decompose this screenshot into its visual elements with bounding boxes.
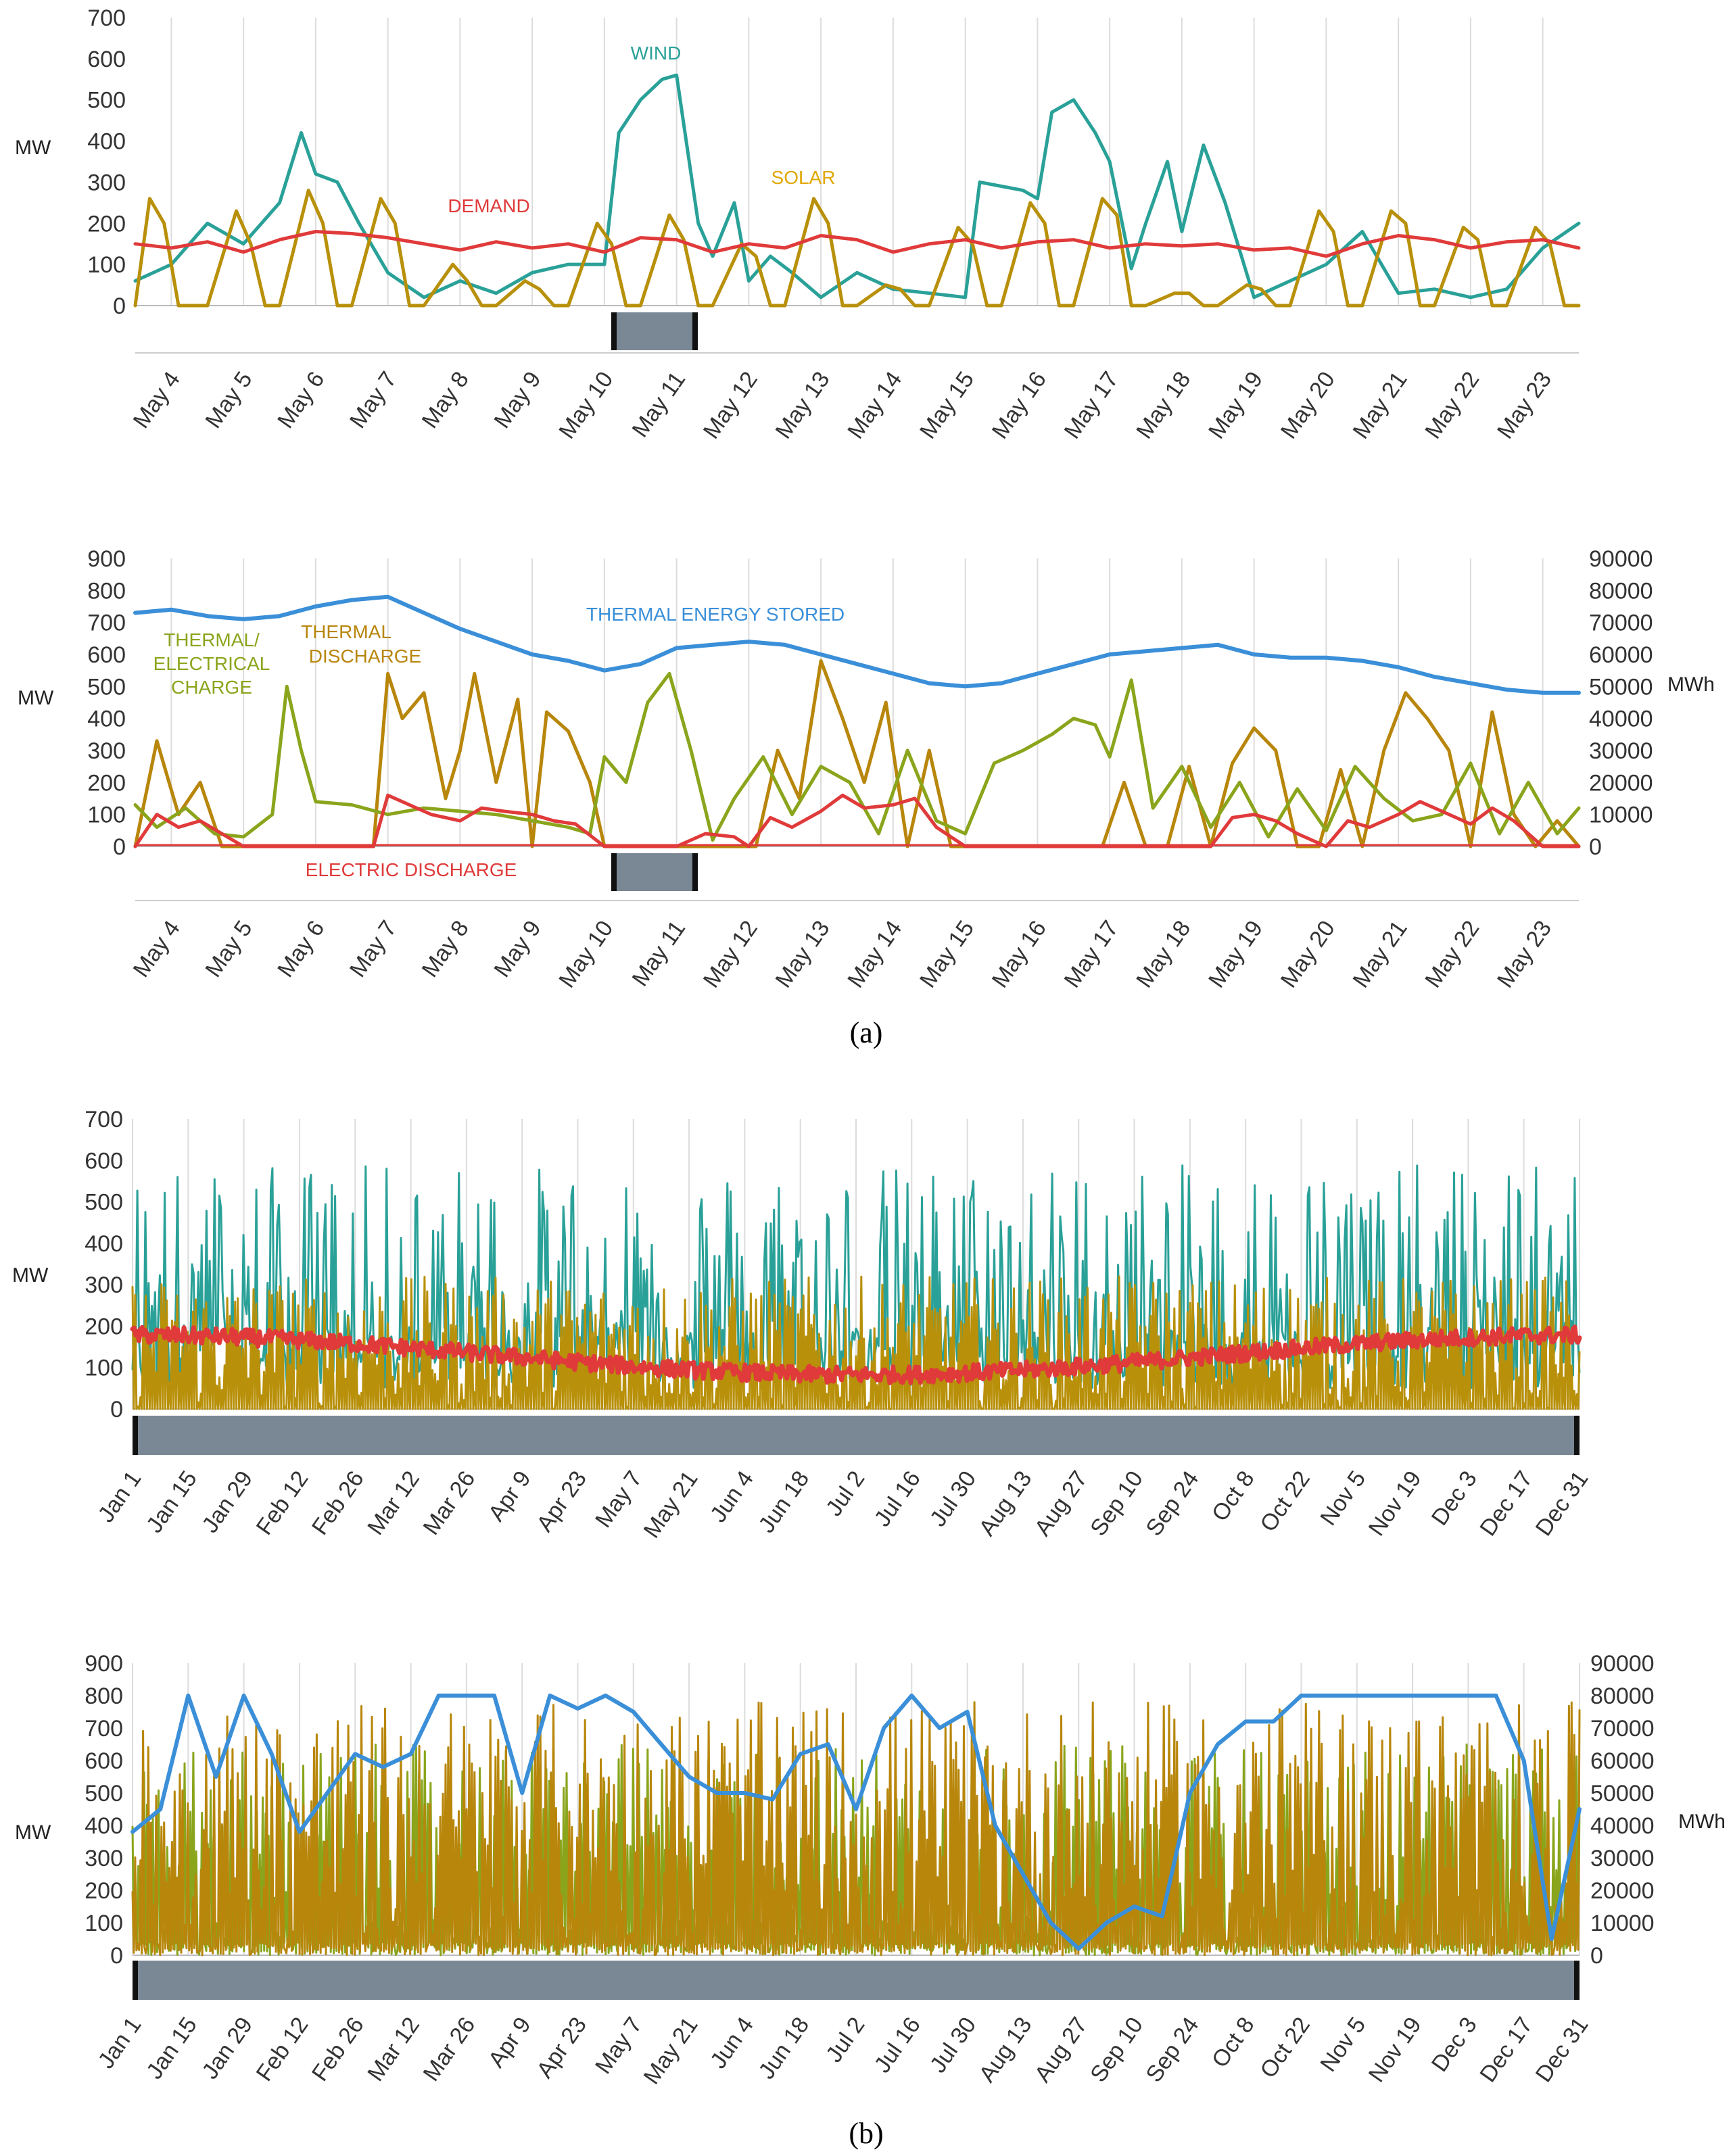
y2-tick-label: 0 bbox=[1590, 1943, 1603, 1969]
y2-tick-label: 70000 bbox=[1590, 1716, 1655, 1742]
y-tick-label: 0 bbox=[110, 1397, 123, 1422]
y-tick-label: 400 bbox=[87, 706, 126, 732]
a-bottom-y-axis-label: MW bbox=[18, 687, 54, 709]
y-tick-label: 600 bbox=[87, 47, 126, 72]
y2-tick-label: 30000 bbox=[1589, 738, 1653, 764]
a-top-range-selector[interactable] bbox=[611, 312, 698, 350]
y2-tick-label: 10000 bbox=[1590, 1911, 1655, 1936]
y-tick-label: 600 bbox=[85, 1148, 123, 1174]
y-tick-label: 400 bbox=[85, 1813, 123, 1839]
y-tick-label: 0 bbox=[113, 834, 126, 860]
y-tick-label: 600 bbox=[87, 642, 126, 668]
b-top-range-selector[interactable] bbox=[133, 1416, 1580, 1455]
y-tick-label: 500 bbox=[85, 1781, 123, 1806]
y-tick-label: 700 bbox=[85, 1716, 123, 1742]
a-bottom-annotation-discharge-line1: THERMAL bbox=[301, 621, 391, 642]
figure: 0100200300400500600700 May 4 May 5 May 6 Ma… bbox=[0, 0, 1733, 2156]
a-bottom-annotation-discharge-line2: DISCHARGE bbox=[309, 646, 421, 667]
y2-tick-label: 50000 bbox=[1589, 674, 1653, 700]
y2-tick-label: 60000 bbox=[1589, 642, 1653, 668]
range-selector-left-handle[interactable] bbox=[611, 312, 617, 350]
y-tick-label: 0 bbox=[113, 293, 126, 319]
a-top-annotation-solar: SOLAR bbox=[771, 167, 836, 188]
b-bottom-y2-axis-label: MWh bbox=[1678, 1811, 1726, 1833]
y-tick-label: 300 bbox=[85, 1272, 123, 1298]
y-tick-label: 400 bbox=[87, 129, 126, 155]
y-tick-label: 200 bbox=[87, 770, 126, 796]
b-top-y-axis-label: MW bbox=[12, 1264, 49, 1287]
y-tick-label: 300 bbox=[87, 170, 126, 195]
y-tick-label: 800 bbox=[85, 1683, 123, 1709]
y2-tick-label: 70000 bbox=[1589, 610, 1653, 636]
y-tick-label: 200 bbox=[85, 1314, 123, 1339]
y2-tick-label: 20000 bbox=[1589, 770, 1653, 796]
range-selector-window[interactable] bbox=[611, 312, 698, 350]
y-tick-label: 100 bbox=[87, 802, 126, 828]
a-bottom-annotation-charge-line1: THERMAL/ bbox=[164, 629, 260, 650]
y2-tick-label: 30000 bbox=[1590, 1846, 1655, 1871]
range-selector-right-handle[interactable] bbox=[692, 312, 698, 350]
y-tick-label: 500 bbox=[87, 674, 126, 700]
y2-tick-label: 40000 bbox=[1589, 706, 1653, 732]
b-bottom-y-axis-label: MW bbox=[15, 1821, 51, 1844]
y-tick-label: 800 bbox=[87, 578, 126, 604]
y2-tick-label: 80000 bbox=[1590, 1683, 1655, 1709]
y-tick-label: 100 bbox=[87, 252, 126, 278]
y-tick-label: 500 bbox=[87, 88, 126, 114]
y-tick-label: 900 bbox=[85, 1651, 123, 1677]
y-tick-label: 400 bbox=[85, 1231, 123, 1257]
a-bottom-annotation-charge-line2: ELECTRICAL bbox=[153, 653, 270, 674]
y-tick-label: 200 bbox=[85, 1878, 123, 1904]
caption-b: (b) bbox=[849, 2117, 883, 2150]
caption-a: (a) bbox=[850, 1016, 883, 1049]
y-tick-label: 300 bbox=[87, 738, 126, 764]
y-tick-label: 600 bbox=[85, 1748, 123, 1774]
range-selector-left-handle[interactable] bbox=[133, 1961, 138, 2000]
range-selector-left-handle[interactable] bbox=[133, 1416, 138, 1455]
y-tick-label: 900 bbox=[87, 546, 126, 572]
y2-tick-label: 10000 bbox=[1589, 802, 1653, 828]
b-bottom-range-selector[interactable] bbox=[133, 1961, 1580, 2000]
range-selector-window[interactable] bbox=[133, 1416, 1580, 1455]
a-top-y-axis-label: MW bbox=[15, 137, 51, 159]
y2-tick-label: 20000 bbox=[1590, 1878, 1655, 1904]
range-selector-left-handle[interactable] bbox=[611, 853, 617, 891]
a-bottom-y2-axis-label: MWh bbox=[1667, 673, 1715, 696]
y2-tick-label: 90000 bbox=[1589, 546, 1653, 572]
y-tick-label: 100 bbox=[85, 1356, 123, 1381]
y-tick-label: 700 bbox=[87, 5, 126, 31]
y-tick-label: 300 bbox=[85, 1846, 123, 1871]
range-selector-right-handle[interactable] bbox=[1574, 1416, 1580, 1455]
y-tick-label: 100 bbox=[85, 1911, 123, 1936]
y-tick-label: 200 bbox=[87, 211, 126, 237]
y-tick-label: 0 bbox=[110, 1943, 123, 1969]
range-selector-right-handle[interactable] bbox=[1574, 1961, 1580, 2000]
range-selector-window[interactable] bbox=[133, 1961, 1580, 2000]
y2-tick-label: 0 bbox=[1589, 834, 1602, 860]
y-tick-label: 700 bbox=[87, 610, 126, 636]
range-selector-window[interactable] bbox=[611, 853, 698, 891]
y2-tick-label: 50000 bbox=[1590, 1781, 1655, 1806]
y2-tick-label: 40000 bbox=[1590, 1813, 1655, 1839]
y2-tick-label: 90000 bbox=[1590, 1651, 1655, 1677]
y2-tick-label: 80000 bbox=[1589, 578, 1653, 604]
y-tick-label: 700 bbox=[85, 1107, 123, 1132]
y2-tick-label: 60000 bbox=[1590, 1748, 1655, 1774]
a-bottom-range-selector[interactable] bbox=[611, 853, 698, 891]
a-bottom-annotation-charge-line3: CHARGE bbox=[171, 677, 252, 698]
range-selector-right-handle[interactable] bbox=[692, 853, 698, 891]
a-bottom-annotation-thermal-stored: THERMAL ENERGY STORED bbox=[586, 604, 845, 625]
a-top-annotation-demand: DEMAND bbox=[448, 195, 529, 216]
a-top-annotation-wind: WIND bbox=[631, 43, 682, 64]
a-bottom-annotation-electric-discharge: ELECTRIC DISCHARGE bbox=[306, 859, 517, 880]
y-tick-label: 500 bbox=[85, 1190, 123, 1216]
